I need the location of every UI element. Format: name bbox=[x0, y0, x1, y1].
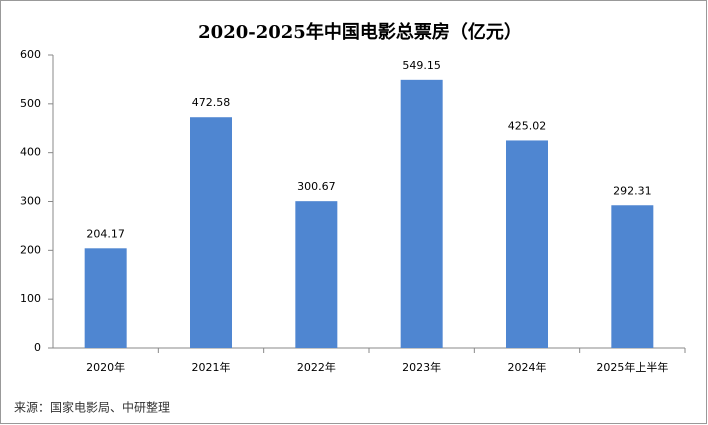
bar bbox=[506, 140, 548, 348]
source-note: 来源：国家电影局、中研整理 bbox=[14, 400, 170, 415]
value-label: 300.67 bbox=[297, 180, 336, 193]
x-tick-label: 2024年 bbox=[508, 360, 547, 374]
y-tick-label: 0 bbox=[34, 341, 41, 354]
y-tick-label: 400 bbox=[20, 146, 41, 159]
bar bbox=[295, 201, 338, 348]
x-tick-label: 2023年 bbox=[402, 360, 441, 374]
y-tick-label: 200 bbox=[20, 243, 41, 256]
x-tick-label: 2021年 bbox=[192, 360, 231, 374]
bar bbox=[400, 79, 443, 348]
bar bbox=[190, 117, 232, 348]
chart-title: 2020-2025年中国电影总票房（亿元） bbox=[198, 21, 522, 43]
value-label: 549.15 bbox=[402, 59, 441, 72]
value-label: 292.31 bbox=[613, 184, 652, 197]
value-label: 204.17 bbox=[86, 227, 125, 240]
bar bbox=[611, 205, 654, 348]
x-tick-label: 2020年 bbox=[86, 360, 125, 374]
y-tick-label: 300 bbox=[20, 195, 41, 208]
bar bbox=[84, 248, 127, 348]
x-tick-label: 2025年上半年 bbox=[596, 360, 668, 374]
x-tick-label: 2022年 bbox=[297, 360, 336, 374]
value-label: 472.58 bbox=[192, 96, 231, 109]
y-tick-label: 100 bbox=[20, 292, 41, 305]
value-label: 425.02 bbox=[508, 119, 547, 132]
y-tick-label: 600 bbox=[20, 48, 41, 61]
y-tick-label: 500 bbox=[20, 97, 41, 110]
